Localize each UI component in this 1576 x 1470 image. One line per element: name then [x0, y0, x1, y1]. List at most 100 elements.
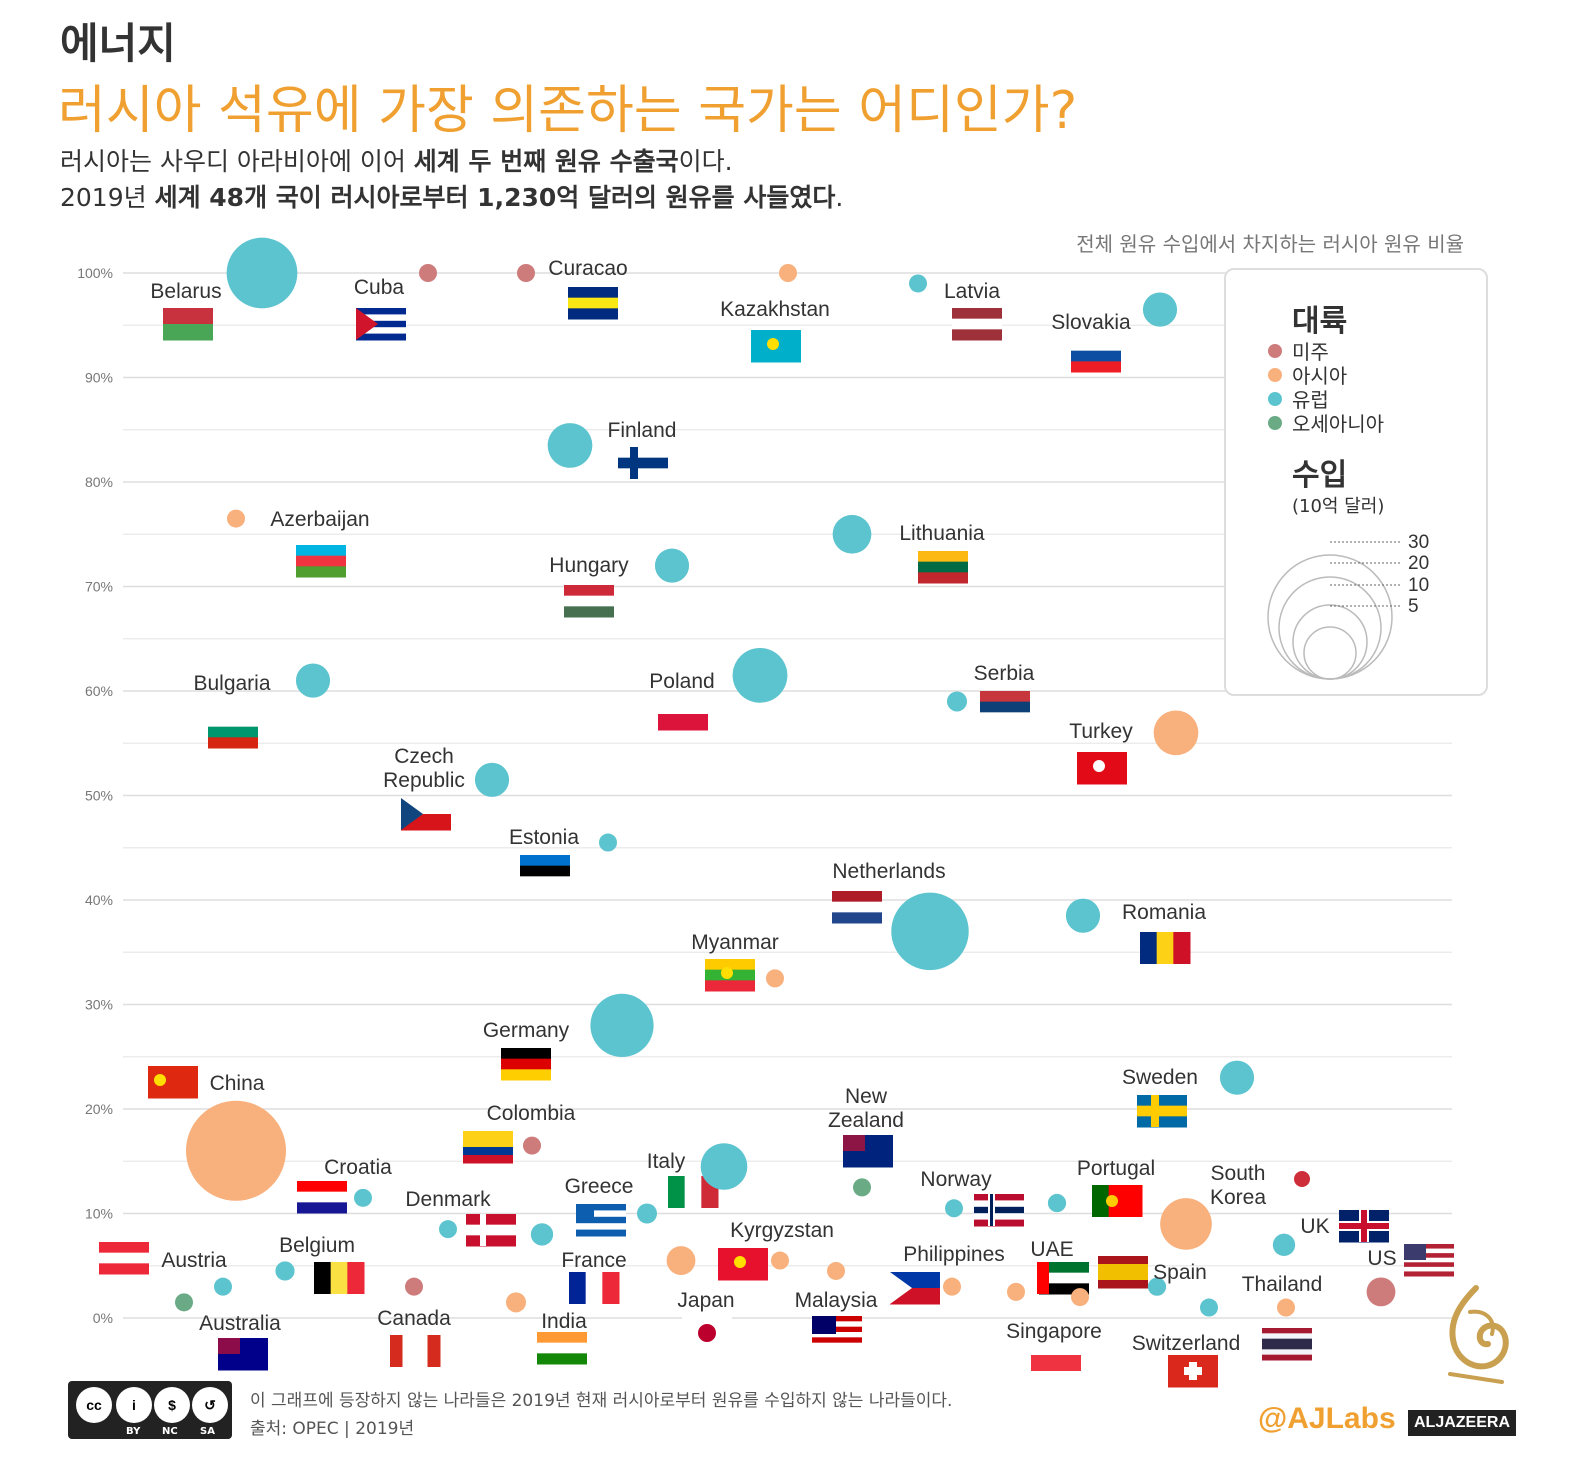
creative-commons-badge[interactable]: cc i $ ↺ BY NC SA	[68, 1381, 232, 1439]
flag-us-stripe	[1404, 1257, 1454, 1263]
flag-sweden-stripe	[1137, 1105, 1187, 1117]
country-label-germany: Germany	[483, 1019, 570, 1042]
flag-greece-stripe	[576, 1216, 626, 1224]
country-label-cuba: Cuba	[354, 276, 405, 299]
legend-item-americas: 미주	[1268, 336, 1329, 365]
flag-colombia-stripe	[463, 1139, 513, 1148]
flag-triangle	[890, 1272, 912, 1304]
flag-denmark-stripe	[466, 1214, 516, 1226]
legend-label-europe: 유럽	[1292, 388, 1329, 412]
flag-belgium-stripe	[347, 1262, 365, 1294]
data-point-china	[186, 1100, 286, 1201]
flag-norway-stripe	[974, 1219, 1024, 1227]
flag-curacao-stripe	[568, 308, 618, 320]
social-handle[interactable]: @AJLabs	[1258, 1402, 1396, 1435]
data-point-philippines	[943, 1277, 961, 1296]
legend-swatch-americas	[1268, 343, 1282, 358]
data-point-finland	[547, 423, 593, 468]
flag-malaysia-stripe	[812, 1337, 862, 1344]
flag-uae-stripe	[1039, 1262, 1089, 1274]
data-point-norway	[945, 1199, 963, 1218]
flag-latvia-stripe	[952, 329, 1002, 341]
country-label-france: France	[561, 1249, 626, 1272]
flag-us-stripe	[1404, 1266, 1454, 1272]
data-point-thailand	[1277, 1298, 1295, 1317]
flag-triangle	[356, 308, 378, 340]
flag-estonia-stripe	[520, 865, 570, 877]
data-point-azerbaijan	[227, 509, 245, 528]
size-label-20: 20	[1408, 553, 1429, 574]
country-label-kyrgyzstan: Kyrgyzstan	[730, 1219, 834, 1242]
section-kicker: 에너지	[60, 19, 176, 68]
flag-japan-disc	[698, 1324, 716, 1342]
flag-hungary-stripe	[564, 606, 614, 618]
country-label-south-korea: Korea	[1210, 1186, 1266, 1209]
country-label-belgium: Belgium	[279, 1234, 355, 1257]
flag-croatia-stripe	[297, 1202, 347, 1214]
country-label-uk: UK	[1300, 1215, 1329, 1238]
flag-finland-stripe	[618, 457, 668, 469]
flag-uae-stripe	[1039, 1283, 1089, 1295]
country-label-spain: Spain	[1153, 1261, 1207, 1284]
chart-title: 러시아 석유에 가장 의존하는 국가는 어디인가?	[58, 81, 1078, 141]
footnote: 이 그래프에 등장하지 않는 나라들은 2019년 현재 러시아로부터 원유를 …	[250, 1391, 953, 1411]
flag-switzerland-cross	[1184, 1367, 1202, 1375]
country-label-greece: Greece	[565, 1175, 634, 1198]
country-label-norway: Norway	[920, 1168, 992, 1191]
flag-germany-stripe	[501, 1058, 551, 1070]
data-point-myanmar	[766, 969, 784, 988]
country-label-india: India	[541, 1310, 587, 1333]
subtitle-1-end: 이다.	[678, 147, 733, 176]
source-note: 출처: OPEC | 2019년	[250, 1419, 415, 1439]
subtitle-line-1: 러시아는 사우디 아라비아에 이어 세계 두 번째 원유 수출국이다.	[60, 142, 733, 178]
nc-icon: $	[154, 1387, 190, 1423]
flag-cuba-stripe	[356, 308, 406, 315]
country-label-china: China	[210, 1072, 265, 1095]
flag-colombia-stripe	[463, 1131, 513, 1140]
flag-hungary-stripe	[564, 585, 614, 597]
legend-item-oceania: 오세아니아	[1268, 408, 1384, 437]
flag-union-jack-canton	[843, 1135, 865, 1151]
subtitle-1-bold: 세계 두 번째 원유 수출국	[413, 147, 679, 176]
data-point-belgium	[275, 1261, 295, 1281]
flag-us-stripe	[1404, 1244, 1454, 1250]
country-label-romania: Romania	[1122, 901, 1206, 924]
flag-malaysia-stripe	[812, 1332, 862, 1338]
country-label-estonia: Estonia	[509, 826, 579, 849]
country-label-turkey: Turkey	[1069, 720, 1133, 743]
aljazeera-logo-icon	[1448, 1285, 1509, 1384]
subtitle-2-bold: 세계 48개 국이 러시아로부터 1,230억 달러의 원유를 사들였다	[154, 183, 836, 212]
data-point-estonia	[599, 833, 617, 852]
size-label-10: 10	[1408, 575, 1429, 596]
country-label-singapore: Singapore	[1006, 1320, 1102, 1343]
flag-estonia-stripe	[520, 876, 570, 888]
data-point-singapore	[1007, 1282, 1025, 1301]
flag-norway-stripe	[974, 1213, 1024, 1221]
y-tick-label: 70%	[85, 579, 113, 595]
flag-spain-stripe	[1098, 1256, 1148, 1265]
country-label-canada: Canada	[377, 1307, 451, 1330]
subtitle-2-text: 2019년	[60, 183, 155, 212]
flag-belarus-stripe	[163, 308, 213, 325]
data-point-turkey	[1153, 710, 1199, 756]
cc-label-by: BY	[126, 1426, 141, 1437]
flag-malaysia-stripe	[812, 1316, 862, 1322]
country-label-myanmar: Myanmar	[691, 931, 779, 954]
flag-sweden-stripe	[1137, 1116, 1187, 1128]
sa-icon: ↺	[192, 1387, 228, 1423]
flag-curacao-stripe	[568, 287, 618, 299]
country-label-italy: Italy	[647, 1150, 686, 1173]
y-axis-label: 전체 원유 수입에서 차지하는 러시아 원유 비율	[1076, 232, 1464, 256]
country-label-portugal: Portugal	[1077, 1157, 1155, 1180]
data-point-curacao	[517, 264, 535, 282]
data-point-serbia	[947, 691, 967, 712]
flag-singapore-stripe	[1031, 1355, 1081, 1372]
flag-thailand-stripe	[1262, 1354, 1312, 1361]
country-label-japan: Japan	[677, 1289, 734, 1312]
data-point-colombia	[523, 1136, 541, 1155]
size-ring-20	[1278, 576, 1382, 680]
data-point-uk	[1272, 1233, 1296, 1257]
flag-cuba-stripe	[356, 320, 406, 328]
flag-us-stripe	[1404, 1248, 1454, 1254]
